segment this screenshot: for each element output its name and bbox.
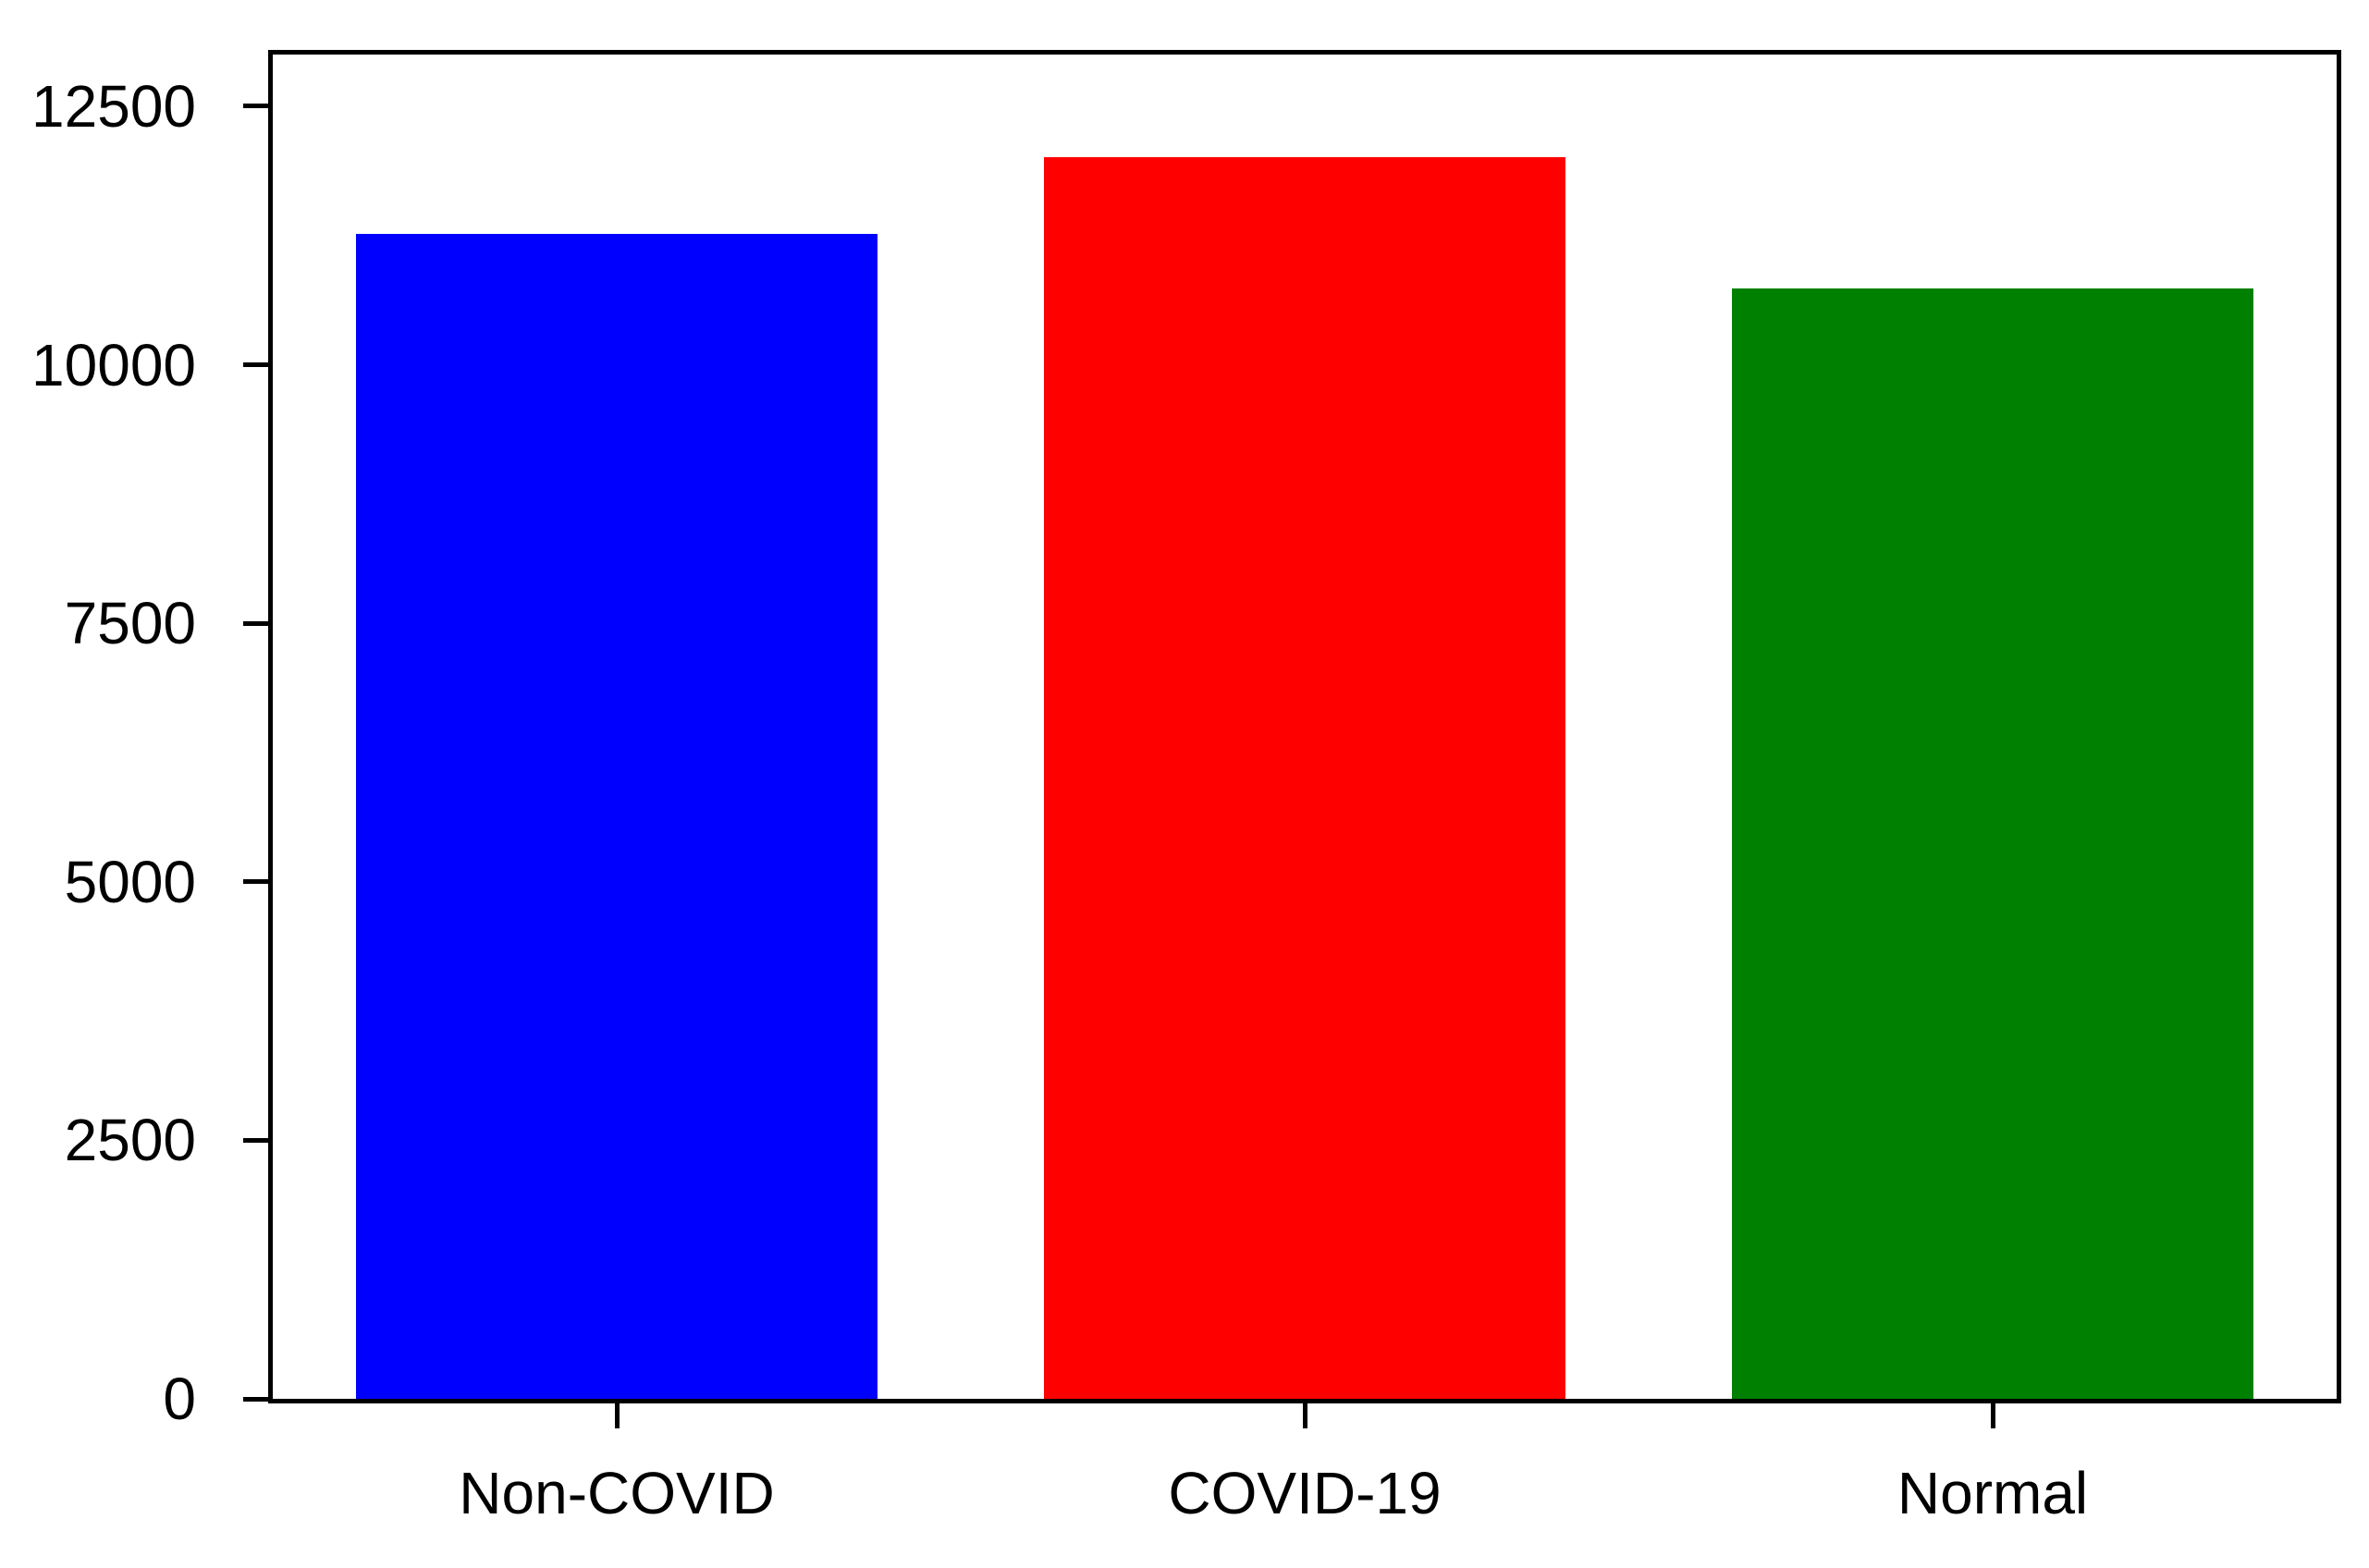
y-tick-label: 5000 [64, 848, 196, 915]
y-tick-mark [243, 1396, 268, 1402]
bar-non-covid [355, 233, 878, 1399]
y-tick-mark [243, 362, 268, 368]
bar-normal [1731, 288, 2254, 1399]
y-tick-mark [243, 879, 268, 885]
x-tick-mark [1302, 1403, 1307, 1428]
x-tick-label-non-covid: Non-COVID [459, 1460, 775, 1526]
y-tick-mark [243, 620, 268, 626]
y-tick-mark [243, 1137, 268, 1143]
x-tick-label-normal: Normal [1896, 1460, 2089, 1526]
x-tick-label-covid-19: COVID-19 [1168, 1460, 1442, 1526]
bar-covid-19 [1043, 156, 1566, 1399]
y-tick-mark [243, 104, 268, 109]
y-tick-label: 10000 [31, 331, 196, 398]
y-tick-label: 7500 [64, 590, 196, 657]
x-tick-mark [1990, 1403, 1995, 1428]
y-tick-label: 12500 [31, 72, 196, 140]
x-tick-mark [614, 1403, 620, 1428]
y-tick-label: 0 [163, 1366, 196, 1432]
y-tick-label: 2500 [64, 1107, 196, 1174]
plot-area [268, 50, 2341, 1403]
